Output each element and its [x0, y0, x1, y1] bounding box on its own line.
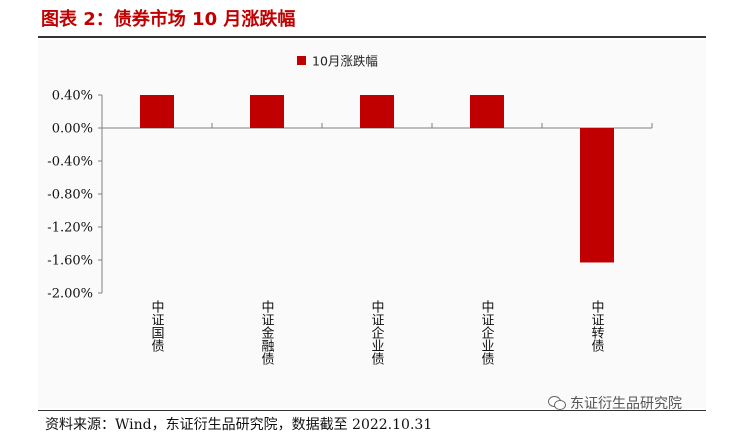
bar [580, 128, 614, 263]
bar [360, 95, 394, 128]
x-tick-label: 中证企业债 [479, 300, 495, 365]
x-tick-label: 中证金融债 [259, 300, 275, 365]
x-tick-label: 中证国债 [149, 300, 165, 352]
x-tick-label: 中证企业债 [369, 300, 385, 365]
bar [140, 95, 174, 128]
y-tick-label: -0.40% [47, 155, 93, 170]
y-tick-label: -0.80% [47, 188, 93, 203]
legend: 10月涨跌幅 [297, 54, 378, 69]
bars [140, 95, 614, 263]
wechat-icon [548, 396, 566, 410]
y-tick-label: 0.00% [52, 122, 93, 137]
bar [250, 95, 284, 128]
source-note: 资料来源：Wind，东证衍生品研究院，数据截至 2022.10.31 [45, 417, 433, 433]
source-rule [38, 410, 706, 411]
y-tick-label: -1.20% [47, 221, 93, 236]
x-tick-labels: 中证国债 中证金融债 中证企业债 中证企业债 中证转债 [149, 300, 605, 365]
title-rule [38, 36, 706, 38]
x-tick-label: 中证转债 [589, 300, 605, 352]
y-tick-labels: 0.40% 0.00% -0.40% -0.80% -1.20% -1.60% -2.00% [47, 89, 93, 302]
legend-swatch [297, 56, 306, 65]
y-tick-label: -1.60% [47, 254, 93, 269]
watermark: 东证衍生品研究院 [548, 393, 682, 413]
watermark-text: 东证衍生品研究院 [570, 396, 682, 412]
figure-title: 图表 2：债券市场 10 月涨跌幅 [41, 9, 296, 30]
y-tick-label: -2.00% [47, 287, 93, 302]
bar [470, 95, 504, 128]
y-tick-label: 0.40% [52, 89, 93, 104]
legend-label: 10月涨跌幅 [312, 54, 378, 69]
